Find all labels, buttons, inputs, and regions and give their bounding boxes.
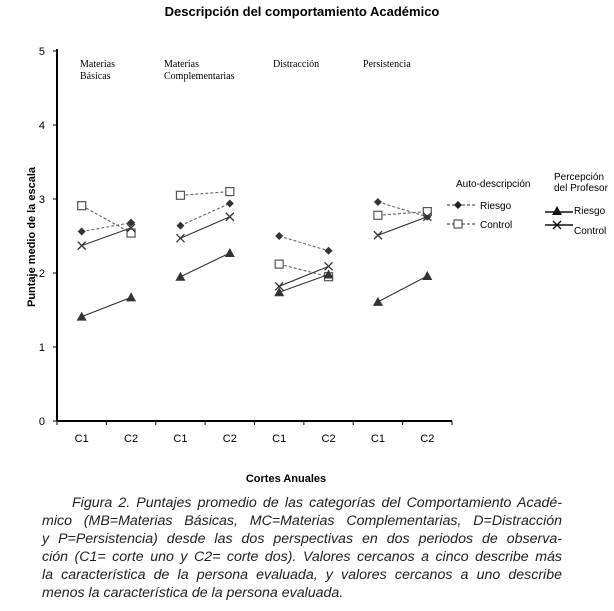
caption-line: mico (MB=Materias Básicas, MC=Materias C… — [42, 513, 562, 529]
data-point-square — [77, 201, 87, 211]
data-point-diamond — [176, 221, 185, 230]
data-point-triangle — [372, 296, 383, 306]
legend-square-icon — [453, 219, 463, 229]
caption-line: la característica de la persona evaluada… — [42, 567, 562, 583]
y-axis-label: Puntaje medio de la escala — [26, 166, 38, 307]
data-point-x — [225, 212, 235, 222]
series-line-0 — [180, 202, 231, 227]
series-line-2 — [180, 252, 231, 278]
data-point-diamond — [127, 218, 136, 227]
figure-caption: Figura 2. Puntajes promedio de las categ… — [42, 494, 562, 602]
group-label: Materias — [164, 59, 199, 70]
data-point-triangle — [175, 271, 186, 281]
data-point-square — [274, 259, 284, 269]
legend-label: Riesgo — [574, 206, 606, 217]
data-point-diamond — [225, 199, 234, 208]
data-point-x — [422, 212, 432, 222]
legend-title-prof: Percepción — [554, 172, 604, 183]
x-axis-label: Cortes Anuales — [246, 473, 326, 485]
y-tick-label: 3 — [39, 194, 45, 206]
series-line-2 — [377, 275, 428, 303]
series-line-0 — [377, 201, 428, 218]
series-line-0 — [81, 222, 132, 233]
chart-title: Descripción del comportamiento Académico — [165, 4, 440, 19]
data-point-triangle — [422, 270, 433, 280]
data-point-square — [175, 190, 186, 200]
x-tick-label: C1 — [75, 433, 89, 445]
group-label: Complementarias — [164, 71, 235, 82]
series-line-3 — [81, 227, 132, 247]
data-point-square — [422, 206, 432, 217]
x-tick-label: C2 — [124, 433, 138, 445]
group-label: Distracción — [273, 59, 319, 70]
legend-label: Control — [574, 226, 606, 237]
data-point-diamond — [77, 227, 86, 236]
x-tick-label: C1 — [272, 433, 286, 445]
data-point-x — [373, 230, 383, 240]
legend-diamond-icon — [454, 201, 462, 209]
series-line-3 — [278, 265, 329, 287]
series-line-0 — [279, 235, 329, 252]
data-point-square — [126, 228, 136, 238]
legend-triangle-icon — [552, 206, 562, 215]
legend-label: Control — [480, 220, 512, 231]
y-tick-label: 4 — [39, 120, 45, 132]
y-tick-label: 5 — [39, 46, 45, 58]
data-point-x — [324, 261, 334, 271]
x-tick-label: C1 — [173, 433, 187, 445]
group-label: Persistencia — [363, 59, 411, 70]
x-tick-label: C2 — [322, 433, 336, 445]
x-tick-label: C2 — [223, 433, 237, 445]
data-point-x — [274, 281, 284, 291]
series-line-1 — [377, 211, 428, 216]
data-point-triangle — [126, 292, 137, 302]
legend-title-prof: del Profesor — [554, 183, 609, 194]
data-point-x — [126, 223, 136, 233]
data-point-diamond — [275, 232, 284, 240]
data-point-square — [225, 187, 235, 197]
series-line-2 — [279, 273, 329, 293]
data-point-diamond — [373, 197, 382, 206]
series-line-2 — [81, 296, 132, 318]
series-line-1 — [180, 191, 230, 196]
caption-line: Figura 2. Puntajes promedio de las categ… — [72, 495, 562, 511]
caption-line: ción (C1= corte uno y C2= corte dos). Va… — [42, 549, 562, 565]
data-point-diamond — [324, 246, 333, 255]
data-point-triangle — [274, 287, 285, 297]
series-line-1 — [81, 205, 132, 234]
series-line-3 — [377, 216, 428, 236]
y-tick-label: 1 — [39, 342, 45, 354]
x-tick-label: C1 — [371, 433, 385, 445]
series-line-3 — [180, 216, 231, 239]
data-point-x — [175, 233, 185, 243]
group-label: Materias — [80, 59, 115, 70]
data-point-triangle — [76, 311, 87, 321]
series-line-1 — [279, 263, 329, 278]
legend-title-auto: Auto-descripción — [456, 179, 530, 190]
x-tick-label: C2 — [420, 433, 434, 445]
legend-x-icon — [552, 220, 562, 230]
line-chart: Descripción del comportamiento Académico… — [26, 4, 609, 485]
data-point-square — [373, 210, 383, 220]
data-point-triangle — [224, 248, 235, 258]
legend-label: Riesgo — [480, 201, 512, 212]
caption-line: y P=Persistencia) desde las dos perspect… — [42, 531, 562, 547]
y-tick-label: 2 — [39, 268, 45, 280]
caption-line: menos la característica de la persona ev… — [42, 585, 344, 601]
group-label: Básicas — [80, 71, 111, 82]
data-point-triangle — [323, 269, 334, 279]
data-point-x — [77, 241, 87, 251]
y-tick-label: 0 — [39, 416, 45, 428]
